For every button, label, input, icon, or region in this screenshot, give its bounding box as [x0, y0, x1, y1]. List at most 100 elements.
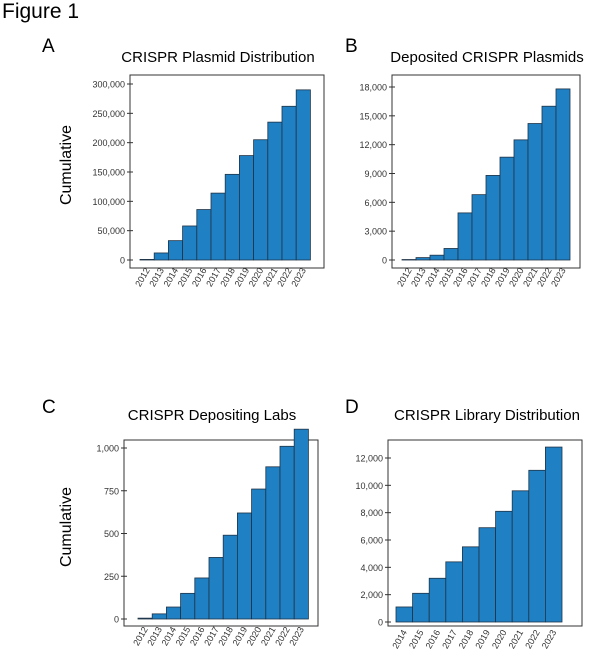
panel-b-bar-2015: [443, 248, 459, 261]
panel-a-y-tick-label: 250,000: [92, 109, 125, 119]
panel-a-bar-2023: [295, 89, 311, 261]
panel-d-x-tick-label: 2021: [507, 628, 526, 650]
panel-a-bar-2016: [196, 209, 212, 261]
panel-a-bar-2018: [224, 173, 240, 261]
panel-a-y-tick-label: 300,000: [92, 80, 125, 90]
panel-b-bar-2013: [415, 257, 431, 261]
panel-a-bar-2022: [281, 105, 297, 261]
panel-d-x-tick-label: 2023: [540, 628, 559, 650]
panel-a-bar-2017: [210, 192, 226, 261]
panel-c-y-tick-label: 1,000: [96, 444, 119, 454]
panel-d-bars: [395, 446, 563, 623]
figure-title: Figure 1: [2, 0, 80, 23]
panel-d-bar-2023: [545, 446, 563, 623]
panel-b-y-tick-label: 18,000: [359, 83, 387, 93]
panel-d-y-tick-label: 4,000: [360, 563, 383, 573]
panel-d-bar-2019: [478, 527, 497, 623]
panel-d-y-tick-label: 12,000: [355, 454, 383, 464]
panel-d-bar-2015: [412, 592, 430, 623]
panel-a-y-tick-label: 50,000: [97, 226, 125, 236]
panel-b-title: Deposited CRISPR Plasmids: [390, 49, 583, 66]
panel-a-y-tick-label: 200,000: [92, 138, 125, 148]
panel-letter-c: C: [42, 397, 56, 418]
panel-c-x-tick-label: 2023: [287, 625, 306, 647]
panel-b-y-tick-label: 9,000: [364, 169, 387, 179]
panel-d-bar-2014: [395, 606, 414, 623]
panel-d-x-tick-label: 2015: [407, 628, 426, 650]
panel-c-axes: 02505007501,0002012201320142015201620172…: [96, 444, 306, 648]
panel-letter-b: B: [345, 36, 358, 57]
panel-d-y-tick-label: 6,000: [360, 536, 383, 546]
panel-a-bar-2020: [253, 139, 269, 261]
panel-b-bar-2018: [485, 175, 501, 261]
panel-b-y-tick-label: 15,000: [359, 111, 387, 121]
panel-c-bar-2023: [293, 428, 309, 620]
panel-c-bar-2014: [165, 606, 181, 620]
panel-a-y-tick-label: 0: [120, 256, 125, 266]
panel-b-bar-2020: [513, 139, 529, 261]
panel-b-y-tick-label: 0: [382, 256, 387, 266]
panel-a-bar-2021: [267, 121, 283, 261]
panel-a-bar-2019: [238, 155, 254, 261]
panel-c-y-tick-label: 750: [104, 486, 119, 496]
panel-letter-a: A: [42, 36, 55, 57]
panel-b-bars: [401, 88, 571, 261]
panel-c-y-tick-label: 0: [114, 615, 119, 625]
panel-d-y-tick-label: 8,000: [360, 508, 383, 518]
panel-b-bar-2016: [457, 212, 473, 261]
panel-b-y-tick-label: 3,000: [364, 227, 387, 237]
panel-c-y-tick-label: 250: [104, 572, 119, 582]
panel-b: B Deposited CRISPR Plasmids 0 3,000 6,000 9…: [345, 36, 584, 288]
panel-c-bar-2017: [208, 557, 224, 620]
panel-d-bar-2016: [428, 577, 447, 623]
panel-c-y-tick-label: 500: [104, 529, 119, 539]
panel-d-bar-2020: [495, 510, 513, 623]
panel-letter-d: D: [345, 397, 359, 418]
panel-d: D CRISPR Library Distribution 0 2,000 4,00…: [345, 397, 583, 650]
panel-d-title: CRISPR Library Distribution: [394, 407, 580, 424]
panel-a-bar-2012: [139, 259, 155, 261]
panel-d-x-tick-label: 2016: [424, 628, 443, 650]
panel-d-x-tick-label: 2018: [457, 628, 476, 650]
panel-b-bar-2023: [555, 88, 571, 261]
panel-d-y-tick-label: 2,000: [360, 590, 383, 600]
panel-d-x-tick-label: 2019: [473, 628, 492, 650]
panel-c-bar-2021: [265, 466, 281, 620]
panel-a-bar-2015: [182, 225, 198, 261]
panel-d-x-tick-label: 2014: [390, 628, 409, 650]
panel-c-bars: [137, 428, 309, 620]
panel-b-plot-frame: [391, 74, 581, 269]
panel-b-bar-2014: [429, 254, 445, 261]
panel-a-y-tick-label: 150,000: [92, 168, 125, 178]
panel-d-bar-2022: [528, 469, 546, 623]
panel-a-x-tick-label: 2023: [289, 266, 308, 288]
panel-d-x-tick-label: 2017: [440, 628, 459, 650]
panel-d-x-tick-label: 2020: [490, 628, 509, 650]
panel-c-bar-2013: [151, 613, 167, 620]
panel-b-y-tick-label: 6,000: [364, 198, 387, 208]
panel-d-x-tick-label: 2022: [523, 628, 542, 650]
panel-b-bar-2012: [401, 259, 417, 261]
panel-a-bars: [139, 89, 311, 261]
panel-c-y-axis-label: Cumulative: [58, 487, 75, 567]
panel-c-bar-2020: [251, 488, 267, 620]
panel-c-bar-2012: [137, 617, 153, 620]
panel-a: A CRISPR Plasmid Distribution Cumulative…: [42, 36, 325, 288]
panel-d-bar-2021: [511, 490, 530, 623]
panel-b-bar-2017: [471, 194, 487, 261]
panel-c: C CRISPR Depositing Labs Cumulative 0 250…: [42, 397, 319, 648]
panel-a-title: CRISPR Plasmid Distribution: [121, 49, 314, 66]
panel-b-y-tick-label: 12,000: [359, 140, 387, 150]
panel-d-y-tick-label: 0: [378, 618, 383, 628]
panel-b-x-tick-label: 2023: [549, 266, 568, 288]
panel-c-bar-2016: [194, 577, 210, 620]
panel-d-plot-frame: [387, 439, 583, 627]
panel-d-bar-2018: [461, 546, 480, 623]
panel-a-y-axis-label: Cumulative: [58, 125, 75, 205]
panel-d-bar-2017: [445, 561, 463, 623]
panel-d-y-tick-label: 10,000: [355, 481, 383, 491]
panel-a-bar-2014: [167, 240, 183, 261]
panel-b-bar-2021: [527, 123, 543, 261]
panel-c-bar-2015: [180, 592, 196, 620]
